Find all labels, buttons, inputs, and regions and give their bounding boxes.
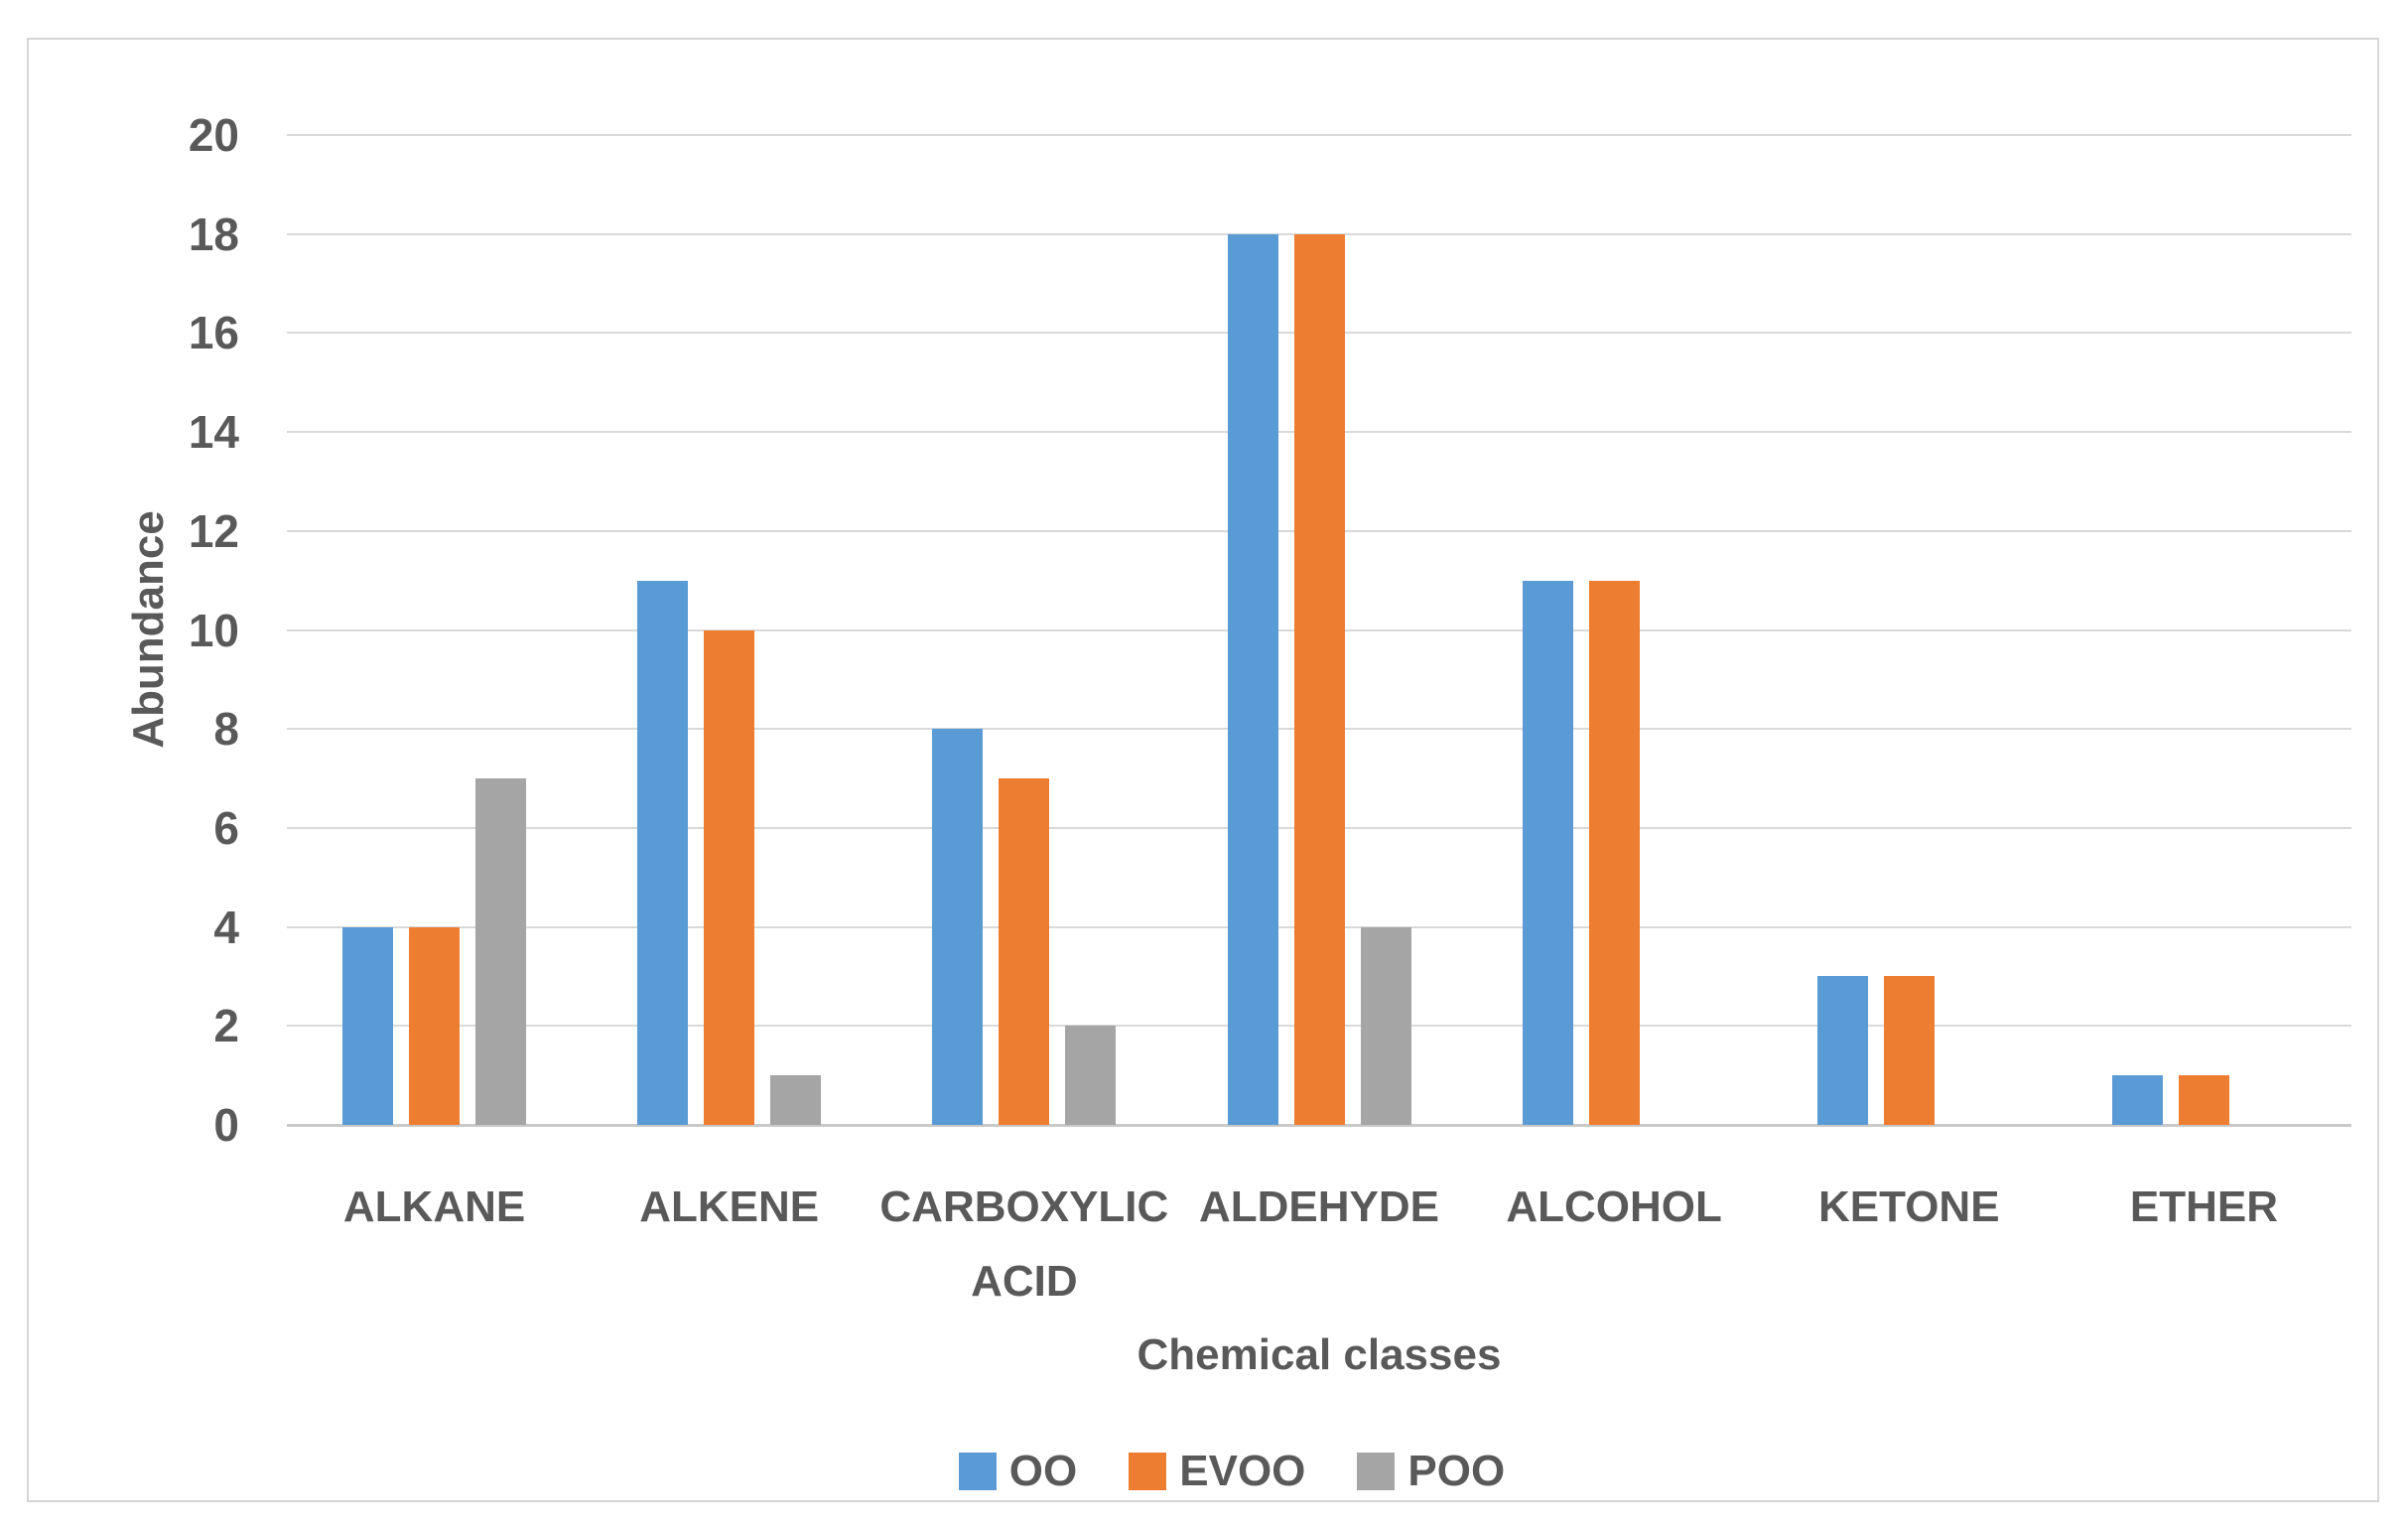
legend-label-oo: OO (1008, 1447, 1078, 1495)
legend-swatch-poo (1357, 1453, 1396, 1490)
bar-evoo-ether (2178, 1075, 2229, 1125)
y-tick-label: 4 (213, 901, 239, 953)
bar-poo-aldehyde (1360, 926, 1411, 1125)
x-category-label-ether: ETHER (2129, 1182, 2278, 1231)
bar-oo-alcohol (1522, 580, 1573, 1125)
legend-label-poo: POO (1407, 1447, 1506, 1495)
x-category-label-alcohol: ALCOHOL (1506, 1182, 1722, 1231)
y-tick-label: 8 (213, 703, 239, 756)
y-tick-label: 0 (213, 1099, 239, 1151)
y-tick-label: 20 (188, 109, 239, 161)
bar-poo-alkene (770, 1075, 822, 1125)
x-axis-title: Chemical classes (1137, 1330, 1502, 1379)
bar-oo-carboxylic-acid (932, 729, 984, 1125)
bar-evoo-alkene (704, 629, 755, 1125)
x-category-label-carboxylic-acid: CARBOXYLIC ACID (879, 1182, 1169, 1306)
gridline (287, 134, 2351, 136)
y-tick-label: 16 (188, 307, 239, 359)
bar-evoo-ketone (1883, 976, 1935, 1125)
x-axis-baseline (287, 1124, 2351, 1127)
y-tick-label: 12 (188, 504, 239, 557)
bar-oo-aldehyde (1227, 233, 1278, 1125)
chart-frame: Abundance 0 2 4 6 8 10 12 14 16 18 20 ALKANE ALKENE… (27, 38, 2379, 1502)
legend-item-poo: POO (1357, 1447, 1505, 1496)
legend-item-evoo: EVOO (1129, 1447, 1305, 1496)
y-tick-label: 18 (188, 208, 239, 260)
bar-evoo-carboxylic-acid (999, 778, 1050, 1125)
bar-evoo-alcohol (1588, 580, 1640, 1125)
legend: OO EVOO POO (56, 1442, 2408, 1501)
bar-poo-carboxylic-acid (1065, 1026, 1117, 1125)
x-category-label-alkene: ALKENE (639, 1182, 820, 1231)
bar-poo-alkane (475, 778, 527, 1125)
y-tick-label: 2 (213, 1000, 239, 1052)
x-category-label-ketone: KETONE (1818, 1182, 2000, 1231)
legend-swatch-evoo (1129, 1453, 1167, 1490)
bar-evoo-aldehyde (1293, 233, 1345, 1125)
legend-swatch-oo (958, 1453, 997, 1490)
bar-oo-ketone (1816, 976, 1868, 1125)
bar-oo-ether (2111, 1075, 2163, 1125)
y-tick-label: 10 (188, 604, 239, 656)
y-tick-label: 6 (213, 801, 239, 854)
plot-area (287, 134, 2351, 1127)
bar-evoo-alkane (409, 926, 461, 1125)
bar-oo-alkane (342, 926, 394, 1125)
gridline (287, 232, 2351, 235)
legend-label-evoo: EVOO (1179, 1447, 1306, 1495)
x-category-label-alkane: ALKANE (342, 1182, 526, 1231)
legend-item-oo: OO (958, 1447, 1078, 1496)
bar-oo-alkene (637, 580, 689, 1125)
x-category-label-aldehyde: ALDEHYDE (1198, 1182, 1440, 1231)
y-tick-label: 14 (188, 406, 239, 459)
